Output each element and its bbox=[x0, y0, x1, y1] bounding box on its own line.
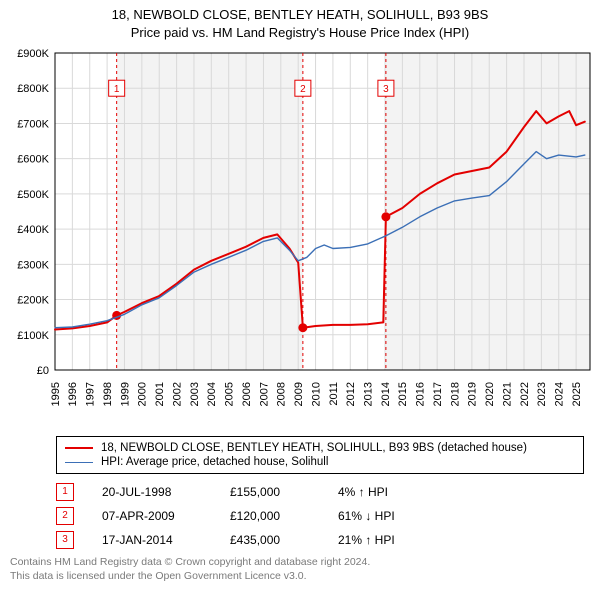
svg-text:1997: 1997 bbox=[85, 382, 97, 406]
sale-hpi: 61% ↓ HPI bbox=[338, 509, 438, 523]
svg-text:2008: 2008 bbox=[276, 382, 288, 406]
svg-text:2017: 2017 bbox=[432, 382, 444, 406]
svg-text:1995: 1995 bbox=[50, 382, 62, 406]
svg-text:2009: 2009 bbox=[293, 382, 305, 406]
svg-text:2005: 2005 bbox=[224, 382, 236, 406]
legend-swatch bbox=[65, 447, 93, 449]
sale-marker: 1 bbox=[56, 483, 74, 501]
title-subtitle: Price paid vs. HM Land Registry's House … bbox=[10, 24, 590, 42]
svg-text:2006: 2006 bbox=[241, 382, 253, 406]
svg-text:£100K: £100K bbox=[17, 330, 49, 342]
svg-text:£900K: £900K bbox=[17, 48, 49, 60]
sale-date: 07-APR-2009 bbox=[102, 509, 202, 523]
sale-marker: 2 bbox=[56, 507, 74, 525]
svg-text:2001: 2001 bbox=[154, 382, 166, 406]
footer: Contains HM Land Registry data © Crown c… bbox=[10, 556, 590, 583]
svg-text:2011: 2011 bbox=[328, 382, 340, 406]
sale-row: 2 07-APR-2009 £120,000 61% ↓ HPI bbox=[56, 504, 584, 528]
sale-hpi: 21% ↑ HPI bbox=[338, 533, 438, 547]
svg-text:2024: 2024 bbox=[554, 382, 566, 406]
sale-price: £435,000 bbox=[230, 533, 310, 547]
sale-hpi: 4% ↑ HPI bbox=[338, 485, 438, 499]
svg-text:£0: £0 bbox=[37, 365, 49, 377]
legend: 18, NEWBOLD CLOSE, BENTLEY HEATH, SOLIHU… bbox=[56, 436, 584, 474]
legend-label: HPI: Average price, detached house, Soli… bbox=[101, 456, 328, 468]
footer-line-2: This data is licensed under the Open Gov… bbox=[10, 570, 590, 584]
sales-table: 1 20-JUL-1998 £155,000 4% ↑ HPI 2 07-APR-2009… bbox=[56, 480, 584, 552]
svg-text:2020: 2020 bbox=[484, 382, 496, 406]
svg-text:2: 2 bbox=[300, 84, 306, 95]
sale-marker: 3 bbox=[56, 531, 74, 549]
sale-price: £155,000 bbox=[230, 485, 310, 499]
svg-text:2004: 2004 bbox=[206, 382, 218, 406]
legend-swatch bbox=[65, 462, 93, 463]
legend-label: 18, NEWBOLD CLOSE, BENTLEY HEATH, SOLIHU… bbox=[101, 442, 527, 454]
title-address: 18, NEWBOLD CLOSE, BENTLEY HEATH, SOLIHU… bbox=[10, 6, 590, 24]
sale-date: 17-JAN-2014 bbox=[102, 533, 202, 547]
svg-text:£800K: £800K bbox=[17, 83, 49, 95]
footer-line-1: Contains HM Land Registry data © Crown c… bbox=[10, 556, 590, 570]
svg-text:2021: 2021 bbox=[501, 382, 513, 406]
svg-text:2002: 2002 bbox=[171, 382, 183, 406]
svg-text:1998: 1998 bbox=[102, 382, 114, 406]
svg-text:2010: 2010 bbox=[310, 382, 322, 406]
svg-text:2007: 2007 bbox=[258, 382, 270, 406]
svg-text:£300K: £300K bbox=[17, 259, 49, 271]
svg-text:2016: 2016 bbox=[415, 382, 427, 406]
svg-text:3: 3 bbox=[383, 84, 389, 95]
svg-text:2018: 2018 bbox=[449, 382, 461, 406]
sale-row: 3 17-JAN-2014 £435,000 21% ↑ HPI bbox=[56, 528, 584, 552]
chart: £0 £100K £200K £300K £400K £500K £600K £700K £80… bbox=[0, 45, 600, 430]
chart-container: 18, NEWBOLD CLOSE, BENTLEY HEATH, SOLIHU… bbox=[0, 0, 600, 583]
sale-date: 20-JUL-1998 bbox=[102, 485, 202, 499]
svg-text:£200K: £200K bbox=[17, 295, 49, 307]
svg-text:2003: 2003 bbox=[189, 382, 201, 406]
chart-svg: £0 £100K £200K £300K £400K £500K £600K £700K £80… bbox=[0, 45, 600, 430]
svg-text:2015: 2015 bbox=[397, 382, 409, 406]
sale-price: £120,000 bbox=[230, 509, 310, 523]
svg-text:1: 1 bbox=[114, 84, 120, 95]
svg-text:2000: 2000 bbox=[137, 382, 149, 406]
svg-text:£500K: £500K bbox=[17, 189, 49, 201]
svg-text:1996: 1996 bbox=[67, 382, 79, 406]
svg-text:2014: 2014 bbox=[380, 382, 392, 406]
svg-text:1999: 1999 bbox=[119, 382, 131, 406]
svg-text:£400K: £400K bbox=[17, 224, 49, 236]
svg-text:2012: 2012 bbox=[345, 382, 357, 406]
legend-row: 18, NEWBOLD CLOSE, BENTLEY HEATH, SOLIHU… bbox=[65, 441, 575, 455]
svg-text:£600K: £600K bbox=[17, 154, 49, 166]
svg-text:2019: 2019 bbox=[467, 382, 479, 406]
svg-text:2025: 2025 bbox=[571, 382, 583, 406]
svg-text:2013: 2013 bbox=[363, 382, 375, 406]
legend-row: HPI: Average price, detached house, Soli… bbox=[65, 455, 575, 469]
svg-text:£700K: £700K bbox=[17, 119, 49, 131]
svg-text:2023: 2023 bbox=[536, 382, 548, 406]
sale-row: 1 20-JUL-1998 £155,000 4% ↑ HPI bbox=[56, 480, 584, 504]
svg-text:2022: 2022 bbox=[519, 382, 531, 406]
titles: 18, NEWBOLD CLOSE, BENTLEY HEATH, SOLIHU… bbox=[0, 0, 600, 45]
